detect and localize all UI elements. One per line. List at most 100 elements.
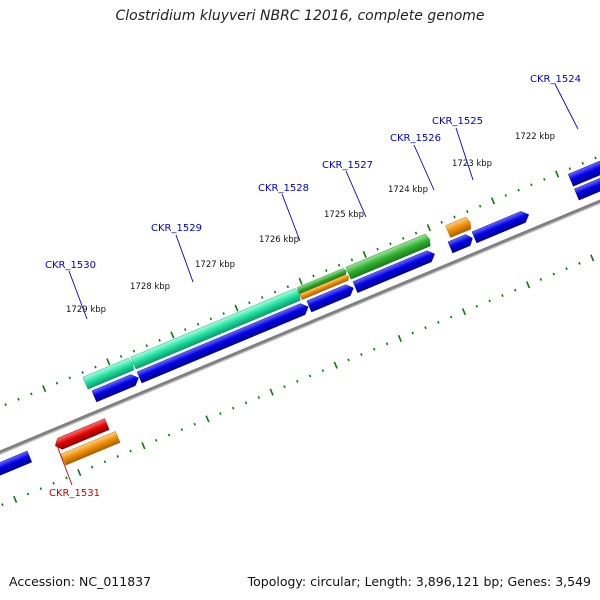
leader-ckr-1526 — [413, 144, 435, 191]
minor-tick — [360, 353, 363, 356]
gene-cds-arrow[interactable] — [574, 167, 600, 201]
gene-cds-arrow[interactable] — [447, 233, 475, 254]
minor-tick — [81, 371, 84, 374]
minor-tick — [68, 376, 72, 380]
minor-tick — [257, 396, 261, 399]
minor-tick — [103, 460, 107, 464]
scale-labels: 1722 kbp 1723 kbp 1724 kbp 1725 kbp 1726… — [66, 132, 555, 315]
major-tick — [590, 254, 595, 262]
minor-tick — [222, 312, 225, 315]
minor-tick — [478, 204, 482, 208]
major-tick — [77, 469, 82, 477]
minor-tick — [184, 328, 187, 331]
gene-cds-arrow[interactable] — [352, 248, 437, 293]
gene-label-ckr-1526[interactable]: CKR_1526 — [390, 133, 441, 144]
scale-ticks-upper — [4, 156, 597, 407]
minor-tick — [219, 412, 222, 415]
major-tick — [205, 415, 210, 423]
minor-tick — [193, 422, 196, 426]
gene-ckr-1530-feature[interactable] — [82, 357, 136, 390]
minor-tick — [466, 210, 469, 213]
topology-summary: Topology: circular; Length: 3,896,121 bp… — [247, 574, 591, 589]
minor-tick — [504, 194, 508, 197]
scale-label: 1725 kbp — [324, 210, 364, 220]
scale-label: 1729 kbp — [66, 305, 106, 315]
gene-label-ckr-1531[interactable]: CKR_1531 — [49, 488, 100, 499]
gene-ckr-1524-feature[interactable] — [567, 153, 600, 187]
gene-label-ckr-1530[interactable]: CKR_1530 — [45, 260, 96, 271]
leader-ckr-1527 — [345, 170, 367, 218]
minor-tick — [39, 487, 43, 491]
major-tick — [13, 495, 18, 503]
minor-tick — [475, 304, 479, 308]
minor-tick — [350, 258, 354, 262]
minor-tick — [414, 231, 418, 235]
gene-label-ckr-1525[interactable]: CKR_1525 — [432, 116, 483, 127]
minor-tick — [132, 349, 136, 353]
gene-label-ckr-1529[interactable]: CKR_1529 — [151, 223, 202, 234]
gene-cds-arrow[interactable] — [471, 209, 531, 244]
leader-ckr-1524 — [554, 83, 579, 130]
leader-ckr-1531 — [55, 442, 73, 486]
leader-ckr-1528 — [281, 193, 301, 242]
minor-tick — [440, 220, 443, 224]
minor-tick — [231, 406, 235, 410]
major-tick — [106, 358, 111, 366]
minor-tick — [4, 403, 7, 407]
minor-tick — [488, 299, 491, 303]
minor-tick — [581, 161, 584, 165]
scale-label: 1728 kbp — [130, 282, 170, 292]
major-tick — [42, 385, 47, 393]
gene-label-ckr-1524[interactable]: CKR_1524 — [530, 74, 581, 85]
minor-tick — [543, 177, 546, 181]
gene-ckr-1531-subfeature[interactable] — [53, 418, 110, 452]
gene-ckr-1528-subfeature[interactable] — [299, 274, 350, 300]
genome-backbone-shadow — [0, 131, 600, 519]
gene-ckr-1528-feature[interactable] — [296, 268, 347, 294]
minor-tick — [119, 354, 123, 358]
gene-label-ckr-1527[interactable]: CKR_1527 — [322, 160, 373, 171]
minor-tick — [308, 374, 312, 378]
accession-text: Accession: NC_011837 — [9, 574, 152, 589]
gene-cds-arrow[interactable] — [306, 282, 356, 313]
gene-ckr-1525-feature[interactable] — [445, 216, 473, 238]
minor-tick — [30, 392, 33, 396]
gene-cds-arrow-reverse[interactable] — [0, 450, 33, 482]
minor-tick — [376, 247, 379, 251]
minor-tick — [449, 315, 453, 319]
gene-ckr-1531-feature[interactable] — [60, 431, 121, 466]
minor-tick — [578, 261, 581, 265]
minor-tick — [196, 322, 200, 326]
minor-tick — [347, 358, 350, 362]
leader-ckr-1529 — [175, 234, 194, 283]
minor-tick — [539, 278, 543, 281]
minor-tick — [517, 188, 520, 192]
gene-label-ckr-1528[interactable]: CKR_1528 — [258, 183, 309, 194]
gene-ckr-1527-feature[interactable] — [345, 233, 432, 280]
minor-tick — [552, 272, 555, 276]
major-tick — [141, 442, 146, 450]
major-tick — [526, 281, 531, 289]
minor-tick — [530, 183, 533, 187]
major-tick — [362, 250, 367, 259]
gene-cds-arrow[interactable] — [91, 372, 141, 403]
major-tick — [298, 277, 303, 285]
minor-tick — [337, 263, 341, 267]
minor-tick — [55, 381, 59, 385]
scale-label: 1727 kbp — [195, 260, 235, 270]
major-tick — [555, 170, 560, 178]
gene-labels: CKR_1524 CKR_1525 CKR_1526 CKR_1527 CKR_… — [45, 74, 581, 499]
minor-tick — [145, 344, 148, 348]
gene-ckr-1529-feature[interactable] — [130, 288, 302, 370]
minor-tick — [167, 433, 171, 437]
gene-cds-arrow[interactable] — [136, 301, 310, 384]
minor-tick — [129, 449, 132, 453]
minor-tick — [180, 428, 184, 432]
minor-tick — [385, 342, 389, 346]
minor-tick — [565, 267, 568, 271]
major-tick — [170, 331, 175, 339]
scale-ticks-lower — [1, 254, 595, 507]
minor-tick — [26, 492, 30, 496]
